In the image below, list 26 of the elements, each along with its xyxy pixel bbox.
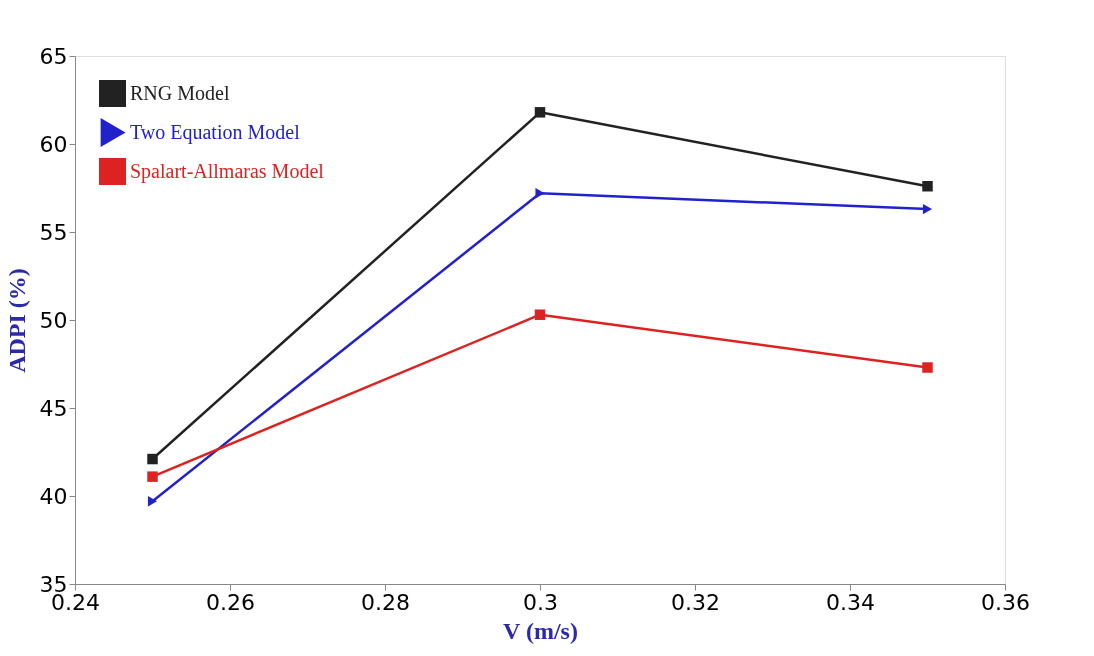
y-tick-label: 50 (39, 307, 68, 333)
x-tick-label: 0.3 (523, 589, 558, 615)
x-tick-label: 0.28 (361, 589, 410, 615)
x-tick-label: 0.34 (826, 589, 875, 615)
point (535, 188, 545, 199)
point (922, 362, 933, 373)
x-tick-label: 0.32 (671, 589, 720, 615)
point (147, 453, 158, 465)
y-axis-title: ADPI (%) (3, 268, 30, 373)
legend-label: Spalart-Allmaras Model (130, 159, 325, 183)
x-tick-label: 0.36 (981, 589, 1030, 615)
point (147, 471, 158, 482)
point (534, 309, 546, 320)
point (147, 496, 158, 507)
point (922, 181, 933, 192)
y-tick-label: 45 (39, 395, 68, 421)
point (922, 203, 933, 215)
y-tick-label: 55 (39, 219, 68, 245)
x-axis-title: V (m/s) (503, 617, 578, 644)
y-tick-label: 40 (39, 483, 68, 509)
y-tick-label: 60 (39, 131, 68, 157)
legend-label: Two Equation Model (130, 120, 301, 144)
point (534, 107, 546, 118)
x-tick-label: 0.26 (206, 589, 255, 615)
legend-label: RNG Model (130, 81, 230, 104)
y-tick-label: 65 (39, 43, 68, 69)
